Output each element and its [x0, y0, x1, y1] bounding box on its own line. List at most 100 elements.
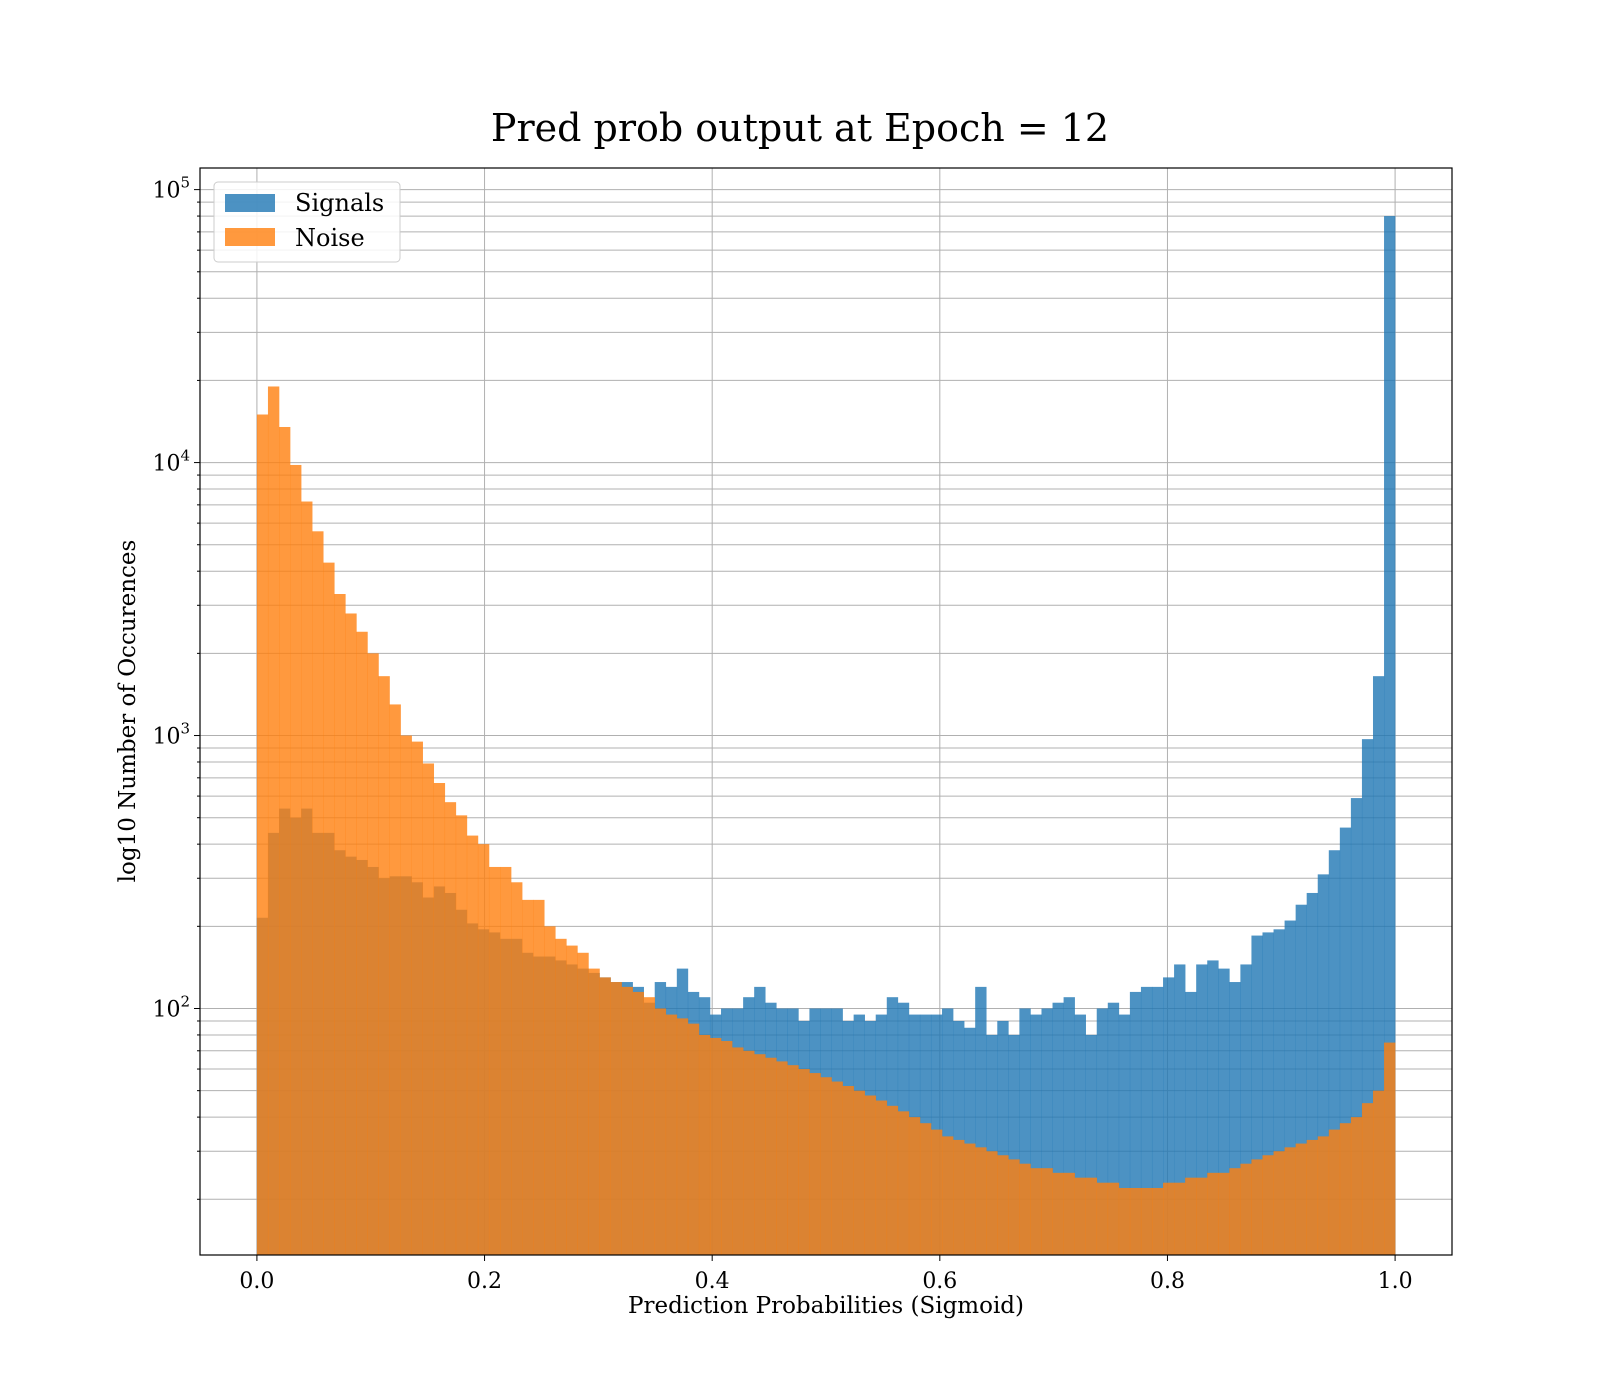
bar-noise [1284, 1147, 1296, 1255]
bar-noise [1074, 1177, 1086, 1255]
bar-noise [256, 414, 269, 1255]
bar-signals [1052, 1002, 1064, 1255]
legend-label-noise: Noise [295, 224, 365, 252]
bar-noise [522, 899, 534, 1255]
bar-noise [1196, 1177, 1208, 1255]
bar-noise [389, 704, 401, 1255]
bar-signals [1229, 982, 1241, 1255]
bar-signals [1163, 977, 1175, 1255]
bar-noise [1096, 1182, 1109, 1255]
bar-signals [1295, 904, 1307, 1255]
bar-noise [732, 1047, 744, 1255]
bar-noise [842, 1086, 854, 1255]
bar-noise [1085, 1177, 1098, 1255]
y-axis-ticks: 102 103 104 105 [152, 174, 200, 1200]
bar-noise [864, 1095, 877, 1255]
bar-noise [776, 1061, 788, 1255]
bar-noise [743, 1050, 755, 1255]
series-noise [256, 386, 1396, 1256]
bar-signals [1372, 676, 1385, 1255]
bar-noise [975, 1147, 987, 1255]
bar-noise [621, 986, 633, 1255]
bar-signals [964, 1027, 976, 1255]
bar-noise [986, 1151, 998, 1255]
bar-noise [334, 593, 346, 1255]
x-tick-label: 0.0 [239, 1269, 274, 1294]
bar-noise [588, 968, 600, 1255]
bar-noise [533, 899, 545, 1255]
bar-noise [654, 1008, 667, 1255]
bar-noise [1008, 1159, 1020, 1255]
y-tick-label: 103 [152, 720, 190, 750]
y-tick-label: 104 [152, 447, 190, 477]
bar-noise [787, 1065, 799, 1255]
bar-signals [953, 1020, 965, 1255]
bar-noise [632, 991, 644, 1255]
x-axis-ticks: 0.0 0.2 0.4 0.6 0.8 1.0 [239, 1255, 1413, 1294]
bar-noise [1361, 1103, 1374, 1255]
bar-noise [765, 1057, 777, 1255]
x-tick-label: 1.0 [1378, 1269, 1413, 1294]
bar-noise [953, 1139, 965, 1255]
bar-noise [411, 741, 423, 1255]
bar-noise [378, 676, 390, 1255]
bar-noise [290, 464, 302, 1256]
bar-noise [345, 613, 357, 1255]
bar-noise [1328, 1129, 1341, 1255]
bar-noise [1262, 1155, 1274, 1255]
bar-noise [1052, 1172, 1064, 1255]
bar-signals [1140, 986, 1153, 1255]
bar-noise [455, 815, 468, 1255]
bar-noise [577, 952, 589, 1255]
bar-noise [488, 866, 501, 1255]
bar-noise [1107, 1182, 1120, 1255]
bar-noise [301, 501, 313, 1255]
bar-noise [1129, 1187, 1142, 1255]
bar-noise [1306, 1139, 1319, 1255]
bar-signals [1284, 920, 1296, 1255]
bar-signals [1085, 1034, 1098, 1255]
histogram-bars [256, 216, 1396, 1256]
bar-noise [964, 1143, 976, 1255]
bar-signals [1384, 216, 1396, 1256]
bar-noise [1030, 1168, 1042, 1255]
bar-noise [754, 1054, 766, 1255]
plot-frame [199, 167, 1453, 1256]
bar-signals [1174, 964, 1186, 1255]
bar-noise [1063, 1172, 1075, 1255]
bar-signals [1118, 1014, 1131, 1255]
bar-noise [422, 763, 435, 1255]
x-tick-label: 0.6 [922, 1269, 957, 1294]
y-tick-label: 105 [152, 174, 190, 204]
x-axis-label: Prediction Probabilities (Sigmoid) [628, 1293, 1024, 1319]
bar-noise [809, 1073, 821, 1255]
bar-signals [1218, 968, 1230, 1255]
bar-signals [1107, 1002, 1120, 1255]
bar-noise [544, 926, 556, 1255]
bar-noise [1384, 1042, 1396, 1255]
bar-noise [1350, 1117, 1363, 1255]
bar-signals [975, 986, 987, 1255]
bar-noise [500, 866, 512, 1255]
bar-noise [709, 1037, 722, 1255]
bar-noise [555, 938, 567, 1255]
bar-noise [1174, 1182, 1186, 1255]
bar-signals [1019, 1008, 1031, 1255]
bar-noise [1185, 1177, 1197, 1255]
bar-noise [897, 1111, 910, 1255]
y-axis-label: log10 Number of Occurences [115, 540, 141, 883]
bar-noise [831, 1081, 843, 1255]
bar-noise [1229, 1168, 1241, 1255]
bar-noise [1251, 1159, 1263, 1255]
bar-noise [1339, 1123, 1352, 1255]
bar-signals [1129, 991, 1142, 1255]
bar-signals [1063, 997, 1075, 1255]
bar-noise [1317, 1136, 1330, 1255]
bar-signals [1207, 960, 1219, 1255]
bar-noise [367, 653, 379, 1255]
bar-noise [919, 1123, 932, 1255]
bar-signals [986, 1034, 998, 1255]
bar-noise [1273, 1151, 1285, 1255]
bar-noise [875, 1100, 888, 1255]
